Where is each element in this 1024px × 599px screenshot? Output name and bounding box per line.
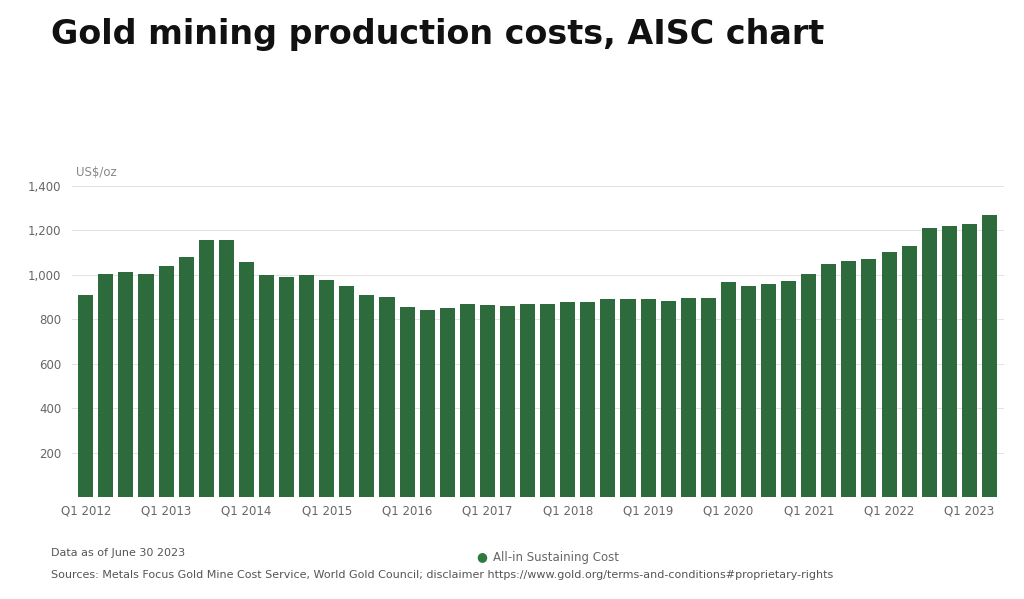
Text: Gold mining production costs, AISC chart: Gold mining production costs, AISC chart [51,18,824,51]
Bar [339,286,354,497]
Bar [319,280,334,497]
Bar [741,286,756,497]
Bar [681,298,695,497]
Bar [982,214,997,497]
Bar [621,299,636,497]
Bar [700,298,716,497]
Bar [922,228,937,497]
Text: All-in Sustaining Cost: All-in Sustaining Cost [493,550,618,564]
Bar [882,252,897,497]
Bar [359,295,375,497]
Bar [962,223,977,497]
Bar [641,299,655,497]
Bar [901,246,916,497]
Bar [781,282,797,497]
Text: US$/oz: US$/oz [76,166,117,179]
Bar [581,302,595,497]
Bar [178,257,194,497]
Bar [942,226,956,497]
Bar [138,274,154,497]
Bar [460,304,475,497]
Bar [420,310,434,497]
Bar [279,277,294,497]
Bar [520,304,536,497]
Bar [842,261,856,497]
Bar [219,240,233,497]
Bar [821,264,837,497]
Bar [861,259,877,497]
Bar [439,308,455,497]
Bar [500,306,515,497]
Bar [480,305,495,497]
Bar [299,275,314,497]
Text: ●: ● [476,550,487,564]
Bar [660,301,676,497]
Bar [600,299,615,497]
Bar [380,297,394,497]
Bar [98,274,114,497]
Bar [199,240,214,497]
Bar [540,304,555,497]
Bar [259,275,274,497]
Text: Sources: Metals Focus Gold Mine Cost Service, World Gold Council; disclaimer htt: Sources: Metals Focus Gold Mine Cost Ser… [51,570,834,580]
Bar [801,274,816,497]
Bar [721,283,736,497]
Text: Data as of June 30 2023: Data as of June 30 2023 [51,548,185,558]
Bar [159,266,174,497]
Bar [78,295,93,497]
Bar [239,262,254,497]
Bar [761,283,776,497]
Bar [399,307,415,497]
Bar [119,273,133,497]
Bar [560,302,575,497]
